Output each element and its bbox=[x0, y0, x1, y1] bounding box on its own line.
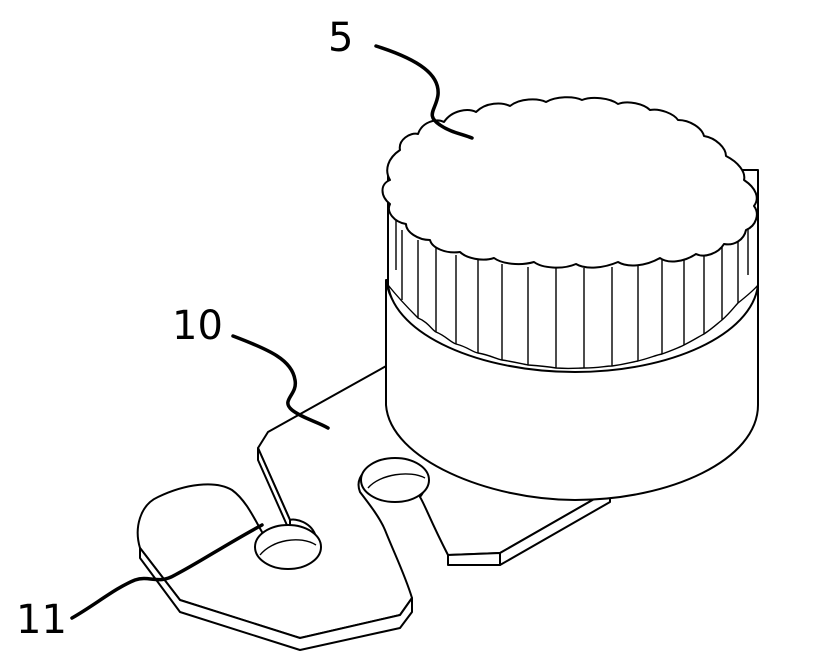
callout-label-11: 11 bbox=[16, 597, 67, 643]
knurl-bottom-scallops bbox=[387, 284, 759, 370]
callout-label-5: 5 bbox=[328, 15, 354, 61]
keyhole-hole-depth bbox=[367, 473, 426, 489]
keyhole-hole bbox=[360, 457, 430, 503]
callout-label-10: 10 bbox=[172, 303, 223, 349]
bracket-edge-left bbox=[139, 547, 413, 651]
knurled-knob bbox=[381, 96, 759, 373]
knob-top-face bbox=[381, 96, 758, 269]
slot-end-hole-depth bbox=[259, 539, 317, 556]
bracket-edge-mid bbox=[447, 552, 501, 566]
leader-line-10 bbox=[231, 334, 330, 430]
slot-end-hole bbox=[254, 524, 322, 570]
leader-line-5 bbox=[374, 44, 474, 140]
leader-line-11 bbox=[70, 523, 264, 620]
